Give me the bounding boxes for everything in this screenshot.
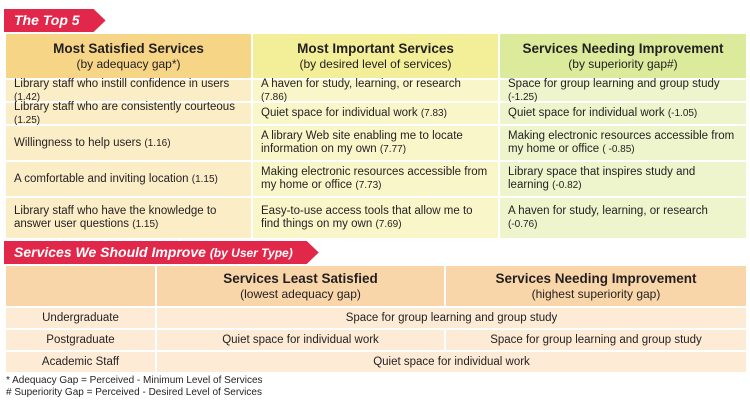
cell-score: (1.42) <box>14 91 41 103</box>
table-cell: Quiet space for individual work <box>157 330 444 350</box>
table-cell: Willingness to help users (1.16) <box>6 126 251 160</box>
cell-text: Easy-to-use access tools that allow me t… <box>261 205 473 230</box>
col-subtitle: (by desired level of services) <box>299 57 452 71</box>
cell-score: ( -0.85) <box>602 144 635 155</box>
table-cell: Space for group learning and group study <box>446 330 746 350</box>
table-cell: Easy-to-use access tools that allow me t… <box>253 198 498 238</box>
cell-text: A haven for study, learning, or research <box>508 205 708 217</box>
cell-score: (-0.82) <box>552 180 582 191</box>
table-cell: Making electronic resources accessible f… <box>253 162 498 196</box>
cell-score: (1.15) <box>132 219 159 230</box>
footnote-adequacy: * Adequacy Gap = Perceived - Minimum Lev… <box>6 375 263 386</box>
col-title: Services Needing Improvement <box>522 41 724 56</box>
table-cell: A comfortable and inviting location (1.1… <box>6 162 251 196</box>
col-subtitle: (by adequacy gap*) <box>76 57 181 71</box>
footnote-superiority: # Superiority Gap = Perceived - Desired … <box>6 387 262 398</box>
col-subtitle: (highest superiority gap) <box>531 287 661 301</box>
top5-banner-title: The Top 5 <box>14 12 80 28</box>
corner-cell <box>6 266 155 306</box>
table-cell: A haven for study, learning, or research… <box>500 198 746 238</box>
table-cell: Library staff who are consistently court… <box>6 100 251 126</box>
col-header-most-important: Most Important Services (by desired leve… <box>253 34 498 78</box>
table-cell: A haven for study, learning, or research… <box>253 77 498 103</box>
cell-text: Library staff who have the knowledge to … <box>14 205 217 230</box>
top5-banner: The Top 5 <box>4 9 106 32</box>
improve-banner: Services We Should Improve (by User Type… <box>4 241 319 264</box>
improve-table: Services Least Satisfied (lowest adequac… <box>6 266 746 372</box>
cell-text: Space for group learning and group study <box>508 77 720 90</box>
cell-score: (7.83) <box>420 108 447 119</box>
col-title: Most Satisfied Services <box>53 41 204 56</box>
table-cell: Quiet space for individual work (7.83) <box>253 103 498 124</box>
col-subtitle: (lowest adequacy gap) <box>240 287 361 301</box>
col-title: Services Least Satisfied <box>223 271 378 286</box>
cell-score: (1.25) <box>14 114 41 126</box>
row-label-postgraduate: Postgraduate <box>6 330 155 350</box>
table-cell: Quiet space for individual work <box>157 352 746 372</box>
col-header-least-satisfied: Services Least Satisfied (lowest adequac… <box>157 266 444 306</box>
row-label-undergraduate: Undergraduate <box>6 308 155 328</box>
cell-text: Library space that inspires study and le… <box>508 166 696 191</box>
cell-score: (-0.76) <box>508 219 538 230</box>
cell-score: (1.16) <box>144 137 171 149</box>
table-cell: Library staff who instill confidence in … <box>6 77 251 103</box>
col-header-most-satisfied: Most Satisfied Services (by adequacy gap… <box>6 34 251 78</box>
cell-score: (7.73) <box>355 180 382 191</box>
table-cell: A library Web site enabling me to locate… <box>253 126 498 160</box>
table-cell: Quiet space for individual work (-1.05) <box>500 103 746 124</box>
cell-score: (7.86) <box>261 91 288 103</box>
cell-text: A comfortable and inviting location <box>14 172 189 185</box>
cell-score: (1.15) <box>191 173 218 185</box>
cell-text: Making electronic resources accessible f… <box>261 166 488 191</box>
table-cell: Space for group learning and group study <box>157 308 746 328</box>
improve-banner-title: Services We Should Improve <box>14 244 206 260</box>
improve-banner-subtitle: (by User Type) <box>209 246 293 260</box>
col-subtitle: (by superiority gap#) <box>568 57 678 71</box>
table-cell: Making electronic resources accessible f… <box>500 126 746 160</box>
cell-text: Willingness to help users <box>14 136 142 149</box>
col-header-needing-improvement: Services Needing Improvement (highest su… <box>446 266 746 306</box>
cell-text: Library staff who instill confidence in … <box>14 77 230 90</box>
cell-score: (7.69) <box>375 219 402 230</box>
cell-text: Making electronic resources accessible f… <box>508 130 735 155</box>
row-label-academic-staff: Academic Staff <box>6 352 155 372</box>
cell-text: Quiet space for individual work <box>261 107 418 119</box>
col-title: Services Needing Improvement <box>495 271 697 286</box>
top5-table: Most Satisfied Services (by adequacy gap… <box>6 34 746 238</box>
footnotes: * Adequacy Gap = Perceived - Minimum Lev… <box>6 375 263 399</box>
col-title: Most Important Services <box>297 41 454 56</box>
table-cell: Library space that inspires study and le… <box>500 162 746 196</box>
table-cell: Library staff who have the knowledge to … <box>6 198 251 238</box>
col-header-needing-improvement: Services Needing Improvement (by superio… <box>500 34 746 78</box>
cell-score: (-1.25) <box>508 91 538 103</box>
cell-text: Quiet space for individual work <box>508 107 665 119</box>
table-cell: Space for group learning and group study… <box>500 77 746 103</box>
cell-score: (-1.05) <box>667 108 698 119</box>
cell-text: Library staff who are consistently court… <box>14 100 235 113</box>
cell-score: (7.77) <box>379 144 407 155</box>
cell-text: A library Web site enabling me to locate… <box>261 130 463 155</box>
cell-text: A haven for study, learning, or research <box>261 77 461 90</box>
